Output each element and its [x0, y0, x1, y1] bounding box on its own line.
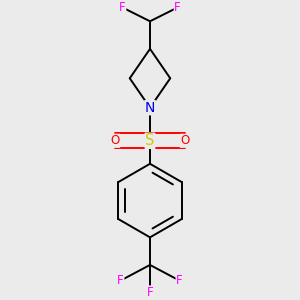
- Text: F: F: [176, 274, 183, 287]
- Text: F: F: [117, 274, 124, 287]
- Text: F: F: [147, 286, 153, 299]
- Text: F: F: [174, 1, 181, 14]
- Text: S: S: [145, 133, 155, 148]
- Text: O: O: [180, 134, 190, 147]
- Text: N: N: [145, 101, 155, 115]
- Text: F: F: [119, 1, 126, 14]
- Text: O: O: [110, 134, 120, 147]
